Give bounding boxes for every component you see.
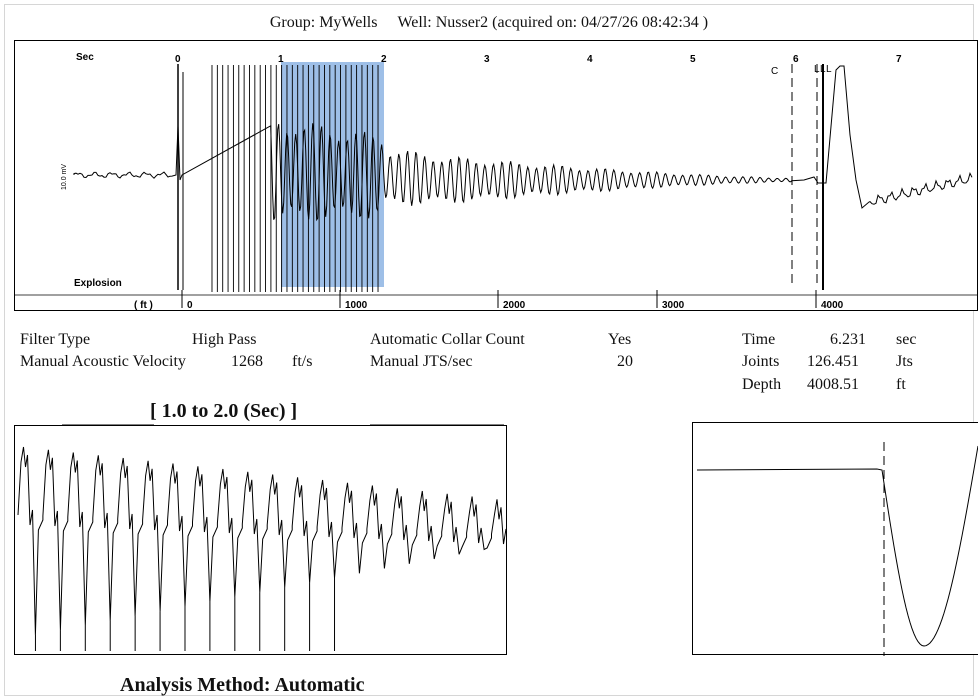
explosion-label: Explosion <box>74 278 122 289</box>
sec-tick-label: 1 <box>278 54 284 65</box>
sec-tick-label: 0 <box>175 54 181 65</box>
sec-tick-label: 2 <box>381 54 387 65</box>
group-label: Group: MyWells <box>269 14 378 31</box>
ft-tick-label: 2000 <box>503 300 526 311</box>
c-marker-label: C <box>771 66 778 77</box>
depth-value: 4008.51 <box>807 376 859 393</box>
depth-label: Depth <box>742 376 782 393</box>
well-label: Well: Nusser2 (acquired on: 04/27/26 08:… <box>397 14 709 31</box>
velocity-label: Manual Acoustic Velocity <box>20 353 186 370</box>
ft-tick-label: 0 <box>187 300 193 311</box>
main-trace-layer <box>73 64 973 292</box>
velocity-value: 1268 <box>231 353 263 370</box>
ft-tick-label: 4000 <box>821 300 844 311</box>
kick-trace-line <box>696 445 978 647</box>
acoustic-trace-line <box>73 65 973 222</box>
zoom-title: [ 1.0 to 2.0 (Sec) ] <box>150 400 298 422</box>
main-plot-frame <box>14 40 978 311</box>
sec-tick-label: 5 <box>690 54 696 65</box>
zoom-trace-layer <box>17 446 507 651</box>
zoom-trace-line <box>17 446 507 636</box>
jts-value: 20 <box>617 353 633 370</box>
ft-axis-label: ( ft ) <box>134 300 153 311</box>
joints-label: Joints <box>742 353 780 370</box>
velocity-unit: ft/s <box>292 353 313 370</box>
jts-label: Manual JTS/sec <box>370 353 473 370</box>
joints-unit: Jts <box>896 353 913 370</box>
y-axis-label: 10.0 mV <box>61 164 68 190</box>
filter-type-label: Filter Type <box>20 331 91 348</box>
time-unit: sec <box>896 331 917 348</box>
header-line: Group: MyWells Well: Nusser2 (acquired o… <box>0 14 978 32</box>
ft-tick-label: 3000 <box>662 300 685 311</box>
liquid-kick-chart[interactable] <box>692 422 978 656</box>
joints-value: 126.451 <box>807 353 859 370</box>
l-marker-label: L L L <box>814 64 832 75</box>
collar-count-value: Yes <box>608 331 632 348</box>
acoustic-main-chart[interactable]: Sec 0 1 2 3 4 5 6 7 Explosion 10.0 mV ( ft ) 0 1000 20… <box>14 40 978 312</box>
collar-count-label: Automatic Collar Count <box>370 331 525 348</box>
sec-tick-label: 7 <box>896 54 902 65</box>
kick-plot-frame <box>692 422 978 655</box>
sec-tick-label: 6 <box>793 54 799 65</box>
main-axis-layer: Sec 0 1 2 3 4 5 6 7 Explosion 10.0 mV ( ft ) 0 1000 20… <box>14 52 978 311</box>
collar-zoom-chart[interactable] <box>14 425 507 655</box>
sec-tick-label: 4 <box>587 54 593 65</box>
kick-trace-layer <box>696 442 978 656</box>
page-frame <box>4 4 974 696</box>
depth-unit: ft <box>896 376 906 393</box>
sec-axis-label: Sec <box>76 52 94 63</box>
ft-tick-label: 1000 <box>345 300 368 311</box>
time-value: 6.231 <box>830 331 866 348</box>
filter-type-value: High Pass <box>192 331 257 348</box>
time-label: Time <box>742 331 776 348</box>
sec-tick-label: 3 <box>484 54 490 65</box>
analysis-method: Analysis Method: Automatic <box>120 674 365 696</box>
